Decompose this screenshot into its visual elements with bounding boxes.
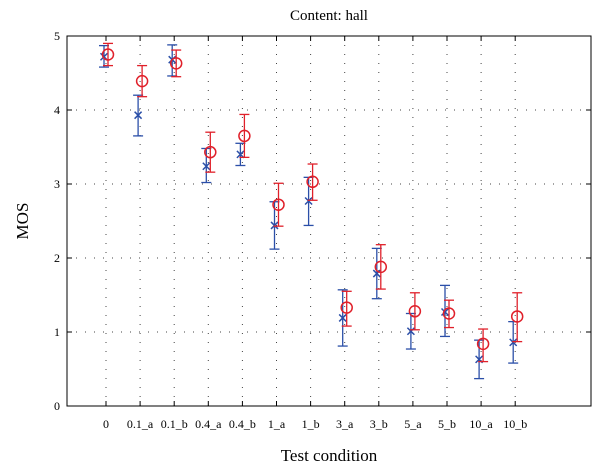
data-point-cross [304, 196, 313, 206]
data-point-circle [135, 74, 149, 88]
data-point-cross [440, 307, 450, 317]
axis-ticks: 0 1 2 3 4 5 0 0.1_a 0.1_b 0.4_a 0.4_b 1_a 1_b 3_a 3_b 5… [54, 29, 591, 431]
data-point-circle [408, 305, 422, 318]
data-point-cross [270, 221, 279, 230]
data-point-circle [101, 48, 115, 61]
x-tick-label: 3_a [336, 417, 354, 431]
x-tick-label: 10_b [503, 417, 527, 431]
data-point-cross [406, 327, 415, 336]
data-marks [99, 42, 524, 380]
cross-stroke [304, 196, 313, 206]
cross-stroke [406, 327, 415, 336]
x-tick-label: 0.4_b [229, 417, 256, 431]
x-tick-label: 1_a [268, 417, 286, 431]
cross-stroke [236, 150, 245, 159]
data-point-circle [510, 310, 524, 323]
y-tick-label: 2 [54, 251, 60, 265]
cross-stroke [440, 307, 450, 317]
data-point-cross [202, 162, 211, 171]
cross-stroke [134, 111, 143, 120]
data-point-cross [134, 111, 143, 120]
plot-area [66, 35, 592, 407]
data-point-circle [476, 337, 490, 351]
y-tick-label: 0 [54, 399, 60, 413]
chart-title: Content: hall [290, 8, 368, 24]
y-axis-label: MOS [13, 203, 32, 240]
x-tick-label: 10_a [469, 417, 493, 431]
data-point-circle [374, 260, 388, 274]
x-tick-label: 0.1_b [161, 417, 188, 431]
grid [67, 36, 591, 406]
data-point-circle [238, 129, 251, 143]
y-tick-label: 3 [54, 177, 60, 191]
x-tick-label: 5_a [404, 417, 422, 431]
cross-stroke [475, 355, 484, 364]
x-tick-label: 5_b [438, 417, 456, 431]
x-axis-label: Test condition [281, 446, 378, 465]
cross-stroke [99, 52, 109, 61]
y-tick-label: 5 [54, 29, 60, 43]
data-point-circle [442, 307, 456, 320]
cross-stroke [372, 269, 381, 278]
data-point-cross [509, 338, 518, 347]
data-point-cross [372, 269, 381, 278]
cross-stroke [338, 313, 347, 322]
data-point-circle [204, 145, 217, 159]
data-point-circle [306, 175, 319, 189]
x-tick-label: 1_b [302, 417, 320, 431]
x-tick-label: 0 [103, 417, 109, 431]
data-point-circle [340, 301, 353, 314]
cross-stroke [270, 221, 279, 230]
cross-stroke [202, 162, 211, 171]
cross-stroke [509, 338, 518, 347]
y-tick-label: 1 [54, 325, 60, 339]
x-tick-label: 0.1_a [127, 417, 154, 431]
data-point-circle [272, 198, 285, 211]
data-point-cross [338, 313, 347, 322]
data-point-circle [169, 57, 183, 70]
x-tick-label: 3_b [370, 417, 388, 431]
x-tick-label: 0.4_a [195, 417, 222, 431]
y-tick-label: 4 [54, 103, 60, 117]
